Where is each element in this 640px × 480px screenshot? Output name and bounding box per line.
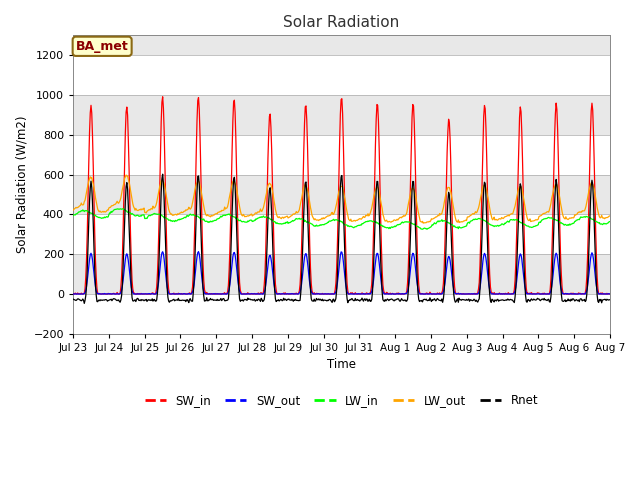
SW_in — [70, 291, 77, 297]
Y-axis label: Solar Radiation (W/m2): Solar Radiation (W/m2) — [15, 116, 28, 253]
LW_out — [606, 213, 614, 219]
SW_out — [135, 291, 143, 297]
SW_in — [69, 291, 77, 297]
Bar — [73, 294, 610, 334]
LW_out — [424, 219, 431, 225]
Bar — [73, 55, 610, 95]
SW_in — [135, 291, 143, 297]
LW_out — [189, 196, 197, 202]
SW_in — [190, 249, 198, 254]
SW_out — [189, 287, 197, 293]
SW_out — [424, 291, 431, 297]
Line: LW_in: LW_in — [73, 209, 610, 229]
Rnet — [218, 297, 226, 302]
SW_in — [159, 94, 166, 100]
Rnet — [79, 296, 86, 302]
SW_out — [70, 291, 77, 297]
Rnet — [190, 277, 198, 283]
Line: LW_out: LW_out — [73, 175, 610, 223]
SW_out — [195, 249, 202, 254]
Rnet — [135, 298, 143, 303]
Rnet — [424, 298, 431, 303]
Line: Rnet: Rnet — [73, 174, 610, 303]
LW_out — [69, 207, 77, 213]
LW_in — [69, 213, 77, 218]
SW_in — [408, 115, 416, 120]
LW_in — [79, 207, 86, 213]
LW_out — [419, 220, 427, 226]
SW_in — [424, 291, 431, 297]
Bar — [73, 215, 610, 254]
SW_out — [69, 291, 77, 297]
LW_in — [408, 220, 415, 226]
LW_in — [189, 212, 197, 217]
LW_in — [114, 206, 122, 212]
LW_in — [423, 227, 431, 232]
Rnet — [408, 187, 416, 193]
Rnet — [159, 171, 166, 177]
LW_in — [606, 219, 614, 225]
LW_out — [122, 172, 130, 178]
LW_out — [135, 207, 143, 213]
LW_in — [218, 214, 225, 220]
SW_out — [218, 291, 226, 297]
LW_out — [218, 207, 225, 213]
SW_out — [408, 253, 416, 259]
SW_out — [606, 291, 614, 297]
Bar — [73, 135, 610, 175]
SW_in — [80, 291, 88, 297]
LW_out — [408, 188, 415, 193]
X-axis label: Time: Time — [327, 359, 356, 372]
Line: SW_out: SW_out — [73, 252, 610, 294]
Text: BA_met: BA_met — [76, 40, 129, 53]
Title: Solar Radiation: Solar Radiation — [284, 15, 399, 30]
SW_in — [606, 291, 614, 297]
Rnet — [81, 300, 88, 306]
Legend: SW_in, SW_out, LW_in, LW_out, Rnet: SW_in, SW_out, LW_in, LW_out, Rnet — [140, 389, 543, 411]
Line: SW_in: SW_in — [73, 97, 610, 294]
Rnet — [69, 296, 77, 302]
Rnet — [606, 297, 614, 303]
LW_in — [135, 213, 143, 219]
SW_out — [80, 291, 88, 297]
SW_in — [218, 291, 226, 297]
LW_in — [424, 226, 431, 231]
LW_out — [79, 202, 86, 208]
